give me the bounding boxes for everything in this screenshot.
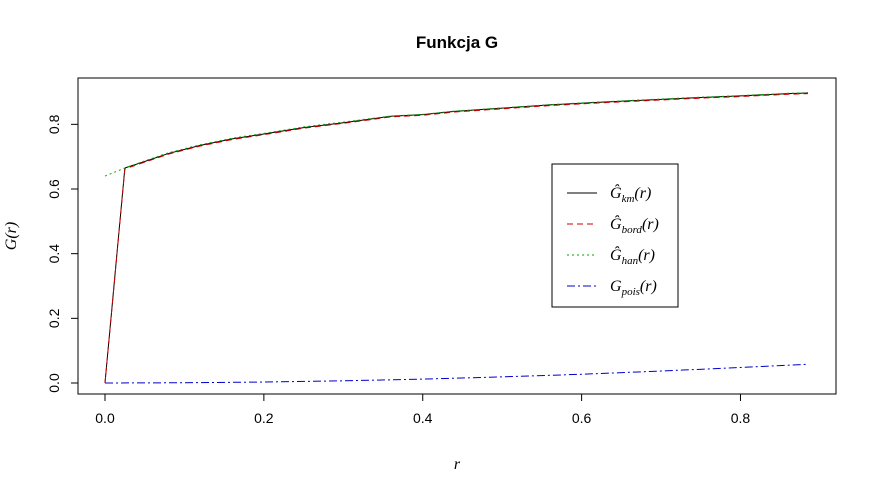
series-line-bord <box>104 93 809 384</box>
chart-title: Funkcja G <box>416 33 498 52</box>
x-tick-label: 0.6 <box>572 410 592 426</box>
y-tick-label: 0.4 <box>46 244 62 264</box>
x-tick-label: 0.2 <box>254 410 274 426</box>
y-tick-label: 0.6 <box>46 179 62 199</box>
x-axis: 0.0 0.2 0.4 0.6 0.8 <box>95 393 751 426</box>
series-line-pois <box>104 363 809 384</box>
legend-label-bord: Ĝbord(r) <box>610 214 659 236</box>
legend-label-han: Ĝhan(r) <box>610 245 655 267</box>
y-tick-label: 0.2 <box>46 308 62 328</box>
series-line-han <box>104 92 809 177</box>
x-tick-label: 0.0 <box>95 410 115 426</box>
legend: Ĝkm(r) Ĝbord(r) Ĝhan(r) Gpois(r) <box>551 163 679 308</box>
x-axis-label: r <box>454 456 461 473</box>
legend-label-pois: Gpois(r) <box>610 278 657 298</box>
y-axis: 0.0 0.2 0.4 0.6 0.8 <box>46 114 79 393</box>
x-tick-label: 0.4 <box>413 410 433 426</box>
y-axis-label: G(r) <box>3 222 20 250</box>
y-tick-label: 0.0 <box>46 373 62 393</box>
x-tick-label: 0.8 <box>731 410 751 426</box>
series-line-km <box>104 92 809 384</box>
plot-frame <box>77 77 837 395</box>
legend-box <box>551 163 679 308</box>
series-layer <box>104 92 809 384</box>
y-tick-label: 0.8 <box>46 114 62 134</box>
legend-label-km: Ĝkm(r) <box>610 183 651 205</box>
